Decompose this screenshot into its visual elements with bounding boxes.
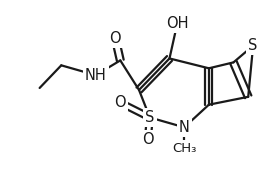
Text: O: O xyxy=(110,31,121,46)
Text: CH₃: CH₃ xyxy=(172,142,197,155)
Text: S: S xyxy=(145,110,155,125)
Text: N: N xyxy=(179,120,190,135)
Text: O: O xyxy=(142,132,154,147)
Text: NH: NH xyxy=(85,68,106,83)
Text: OH: OH xyxy=(166,15,188,31)
Text: O: O xyxy=(115,95,126,110)
Text: S: S xyxy=(249,38,258,53)
